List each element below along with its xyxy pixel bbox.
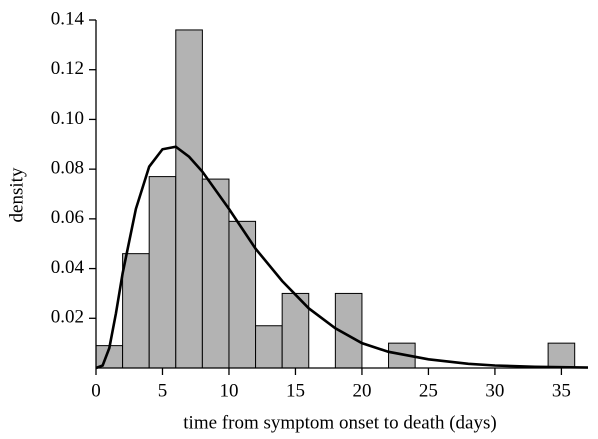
y-tick-label: 0.08 (51, 158, 84, 179)
bar (175, 29, 203, 369)
y-tick-label: 0.14 (51, 8, 85, 29)
y-tick-label: 0.06 (51, 207, 84, 228)
x-tick-label: 35 (552, 380, 571, 401)
bar (547, 342, 576, 369)
x-tick-label: 25 (419, 380, 438, 401)
y-tick-label: 0.04 (51, 257, 85, 278)
x-tick-label: 0 (91, 380, 101, 401)
x-tick-label: 30 (485, 380, 504, 401)
x-tick-label: 10 (219, 380, 238, 401)
y-tick-label: 0.12 (51, 58, 84, 79)
y-tick-label: 0.10 (51, 108, 84, 129)
bar (228, 220, 257, 369)
bar (122, 253, 150, 369)
x-tick-label: 5 (158, 380, 168, 401)
fitted-curve (95, 145, 589, 370)
x-tick-label: 20 (352, 380, 371, 401)
bar (148, 176, 177, 369)
y-tick-label: 0.02 (51, 307, 84, 328)
x-axis-label: time from symptom onset to death (days) (183, 412, 496, 433)
y-axis-label: density (6, 167, 27, 222)
x-tick-label: 15 (286, 380, 305, 401)
bar (201, 178, 230, 369)
bar (255, 325, 283, 369)
